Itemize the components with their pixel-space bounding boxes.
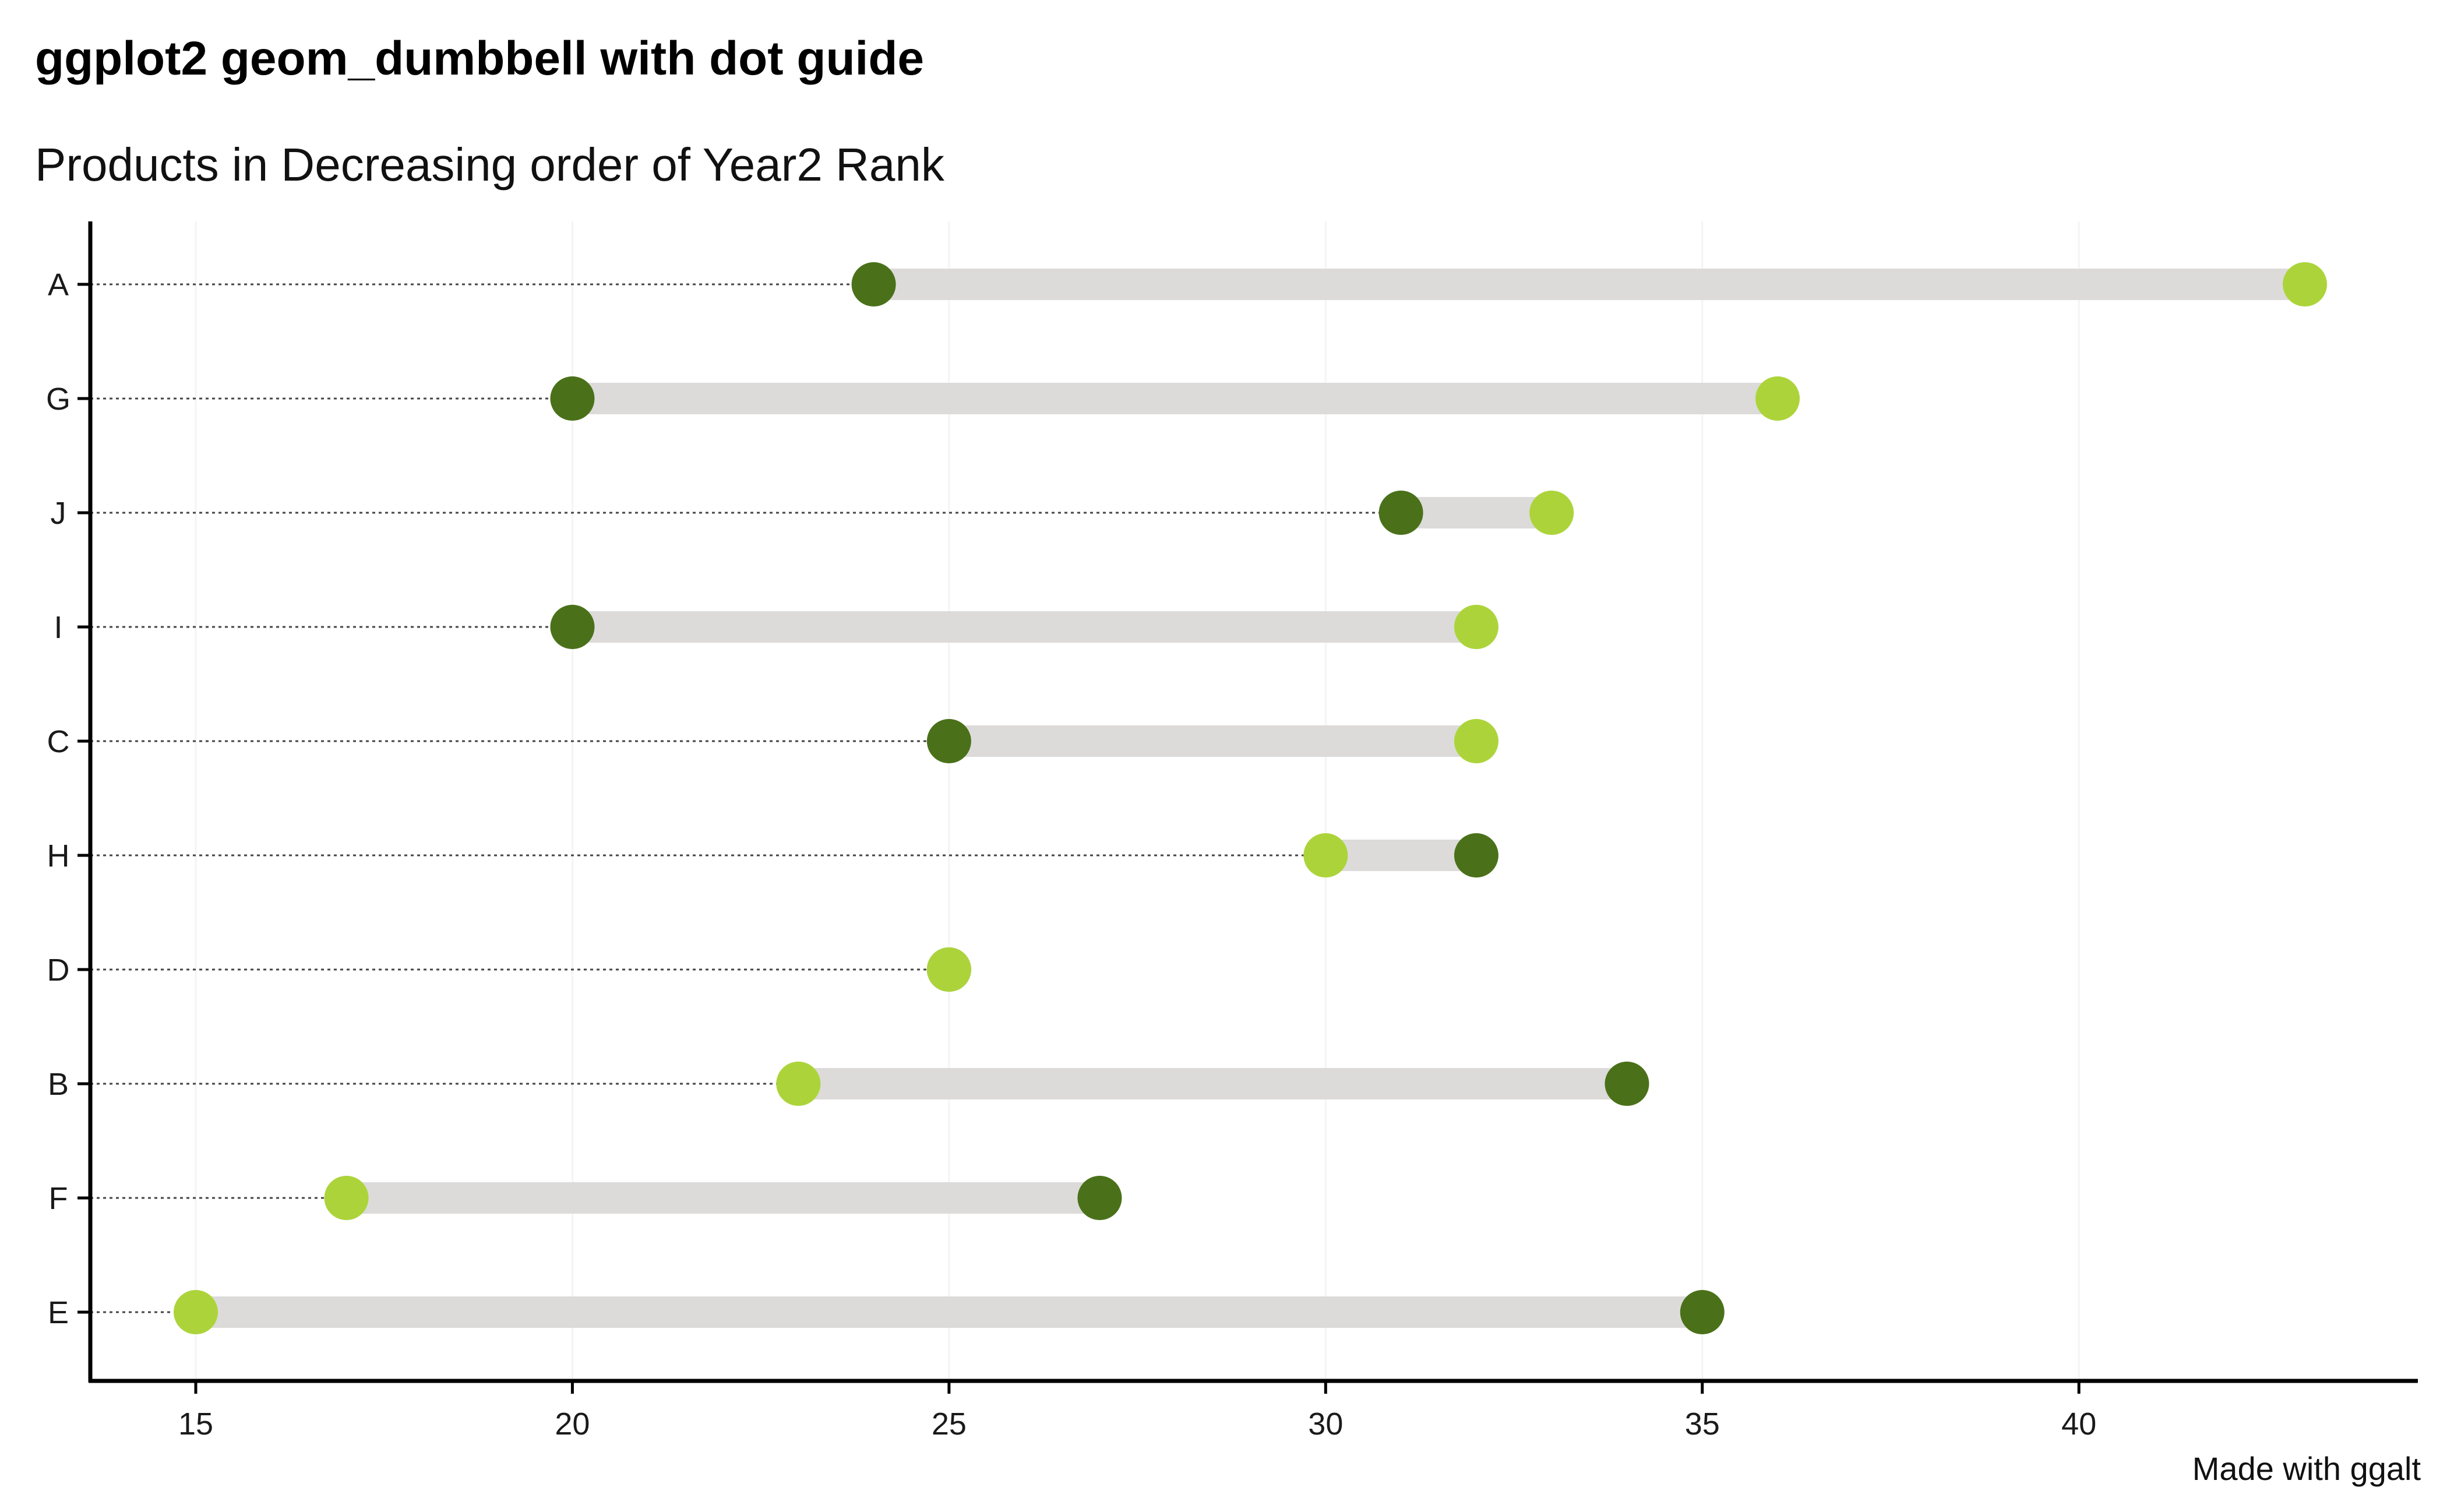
point-end-G — [1755, 376, 1800, 421]
point-start-A — [851, 262, 896, 306]
y-tick-label-H: H — [47, 838, 70, 873]
point-end-A — [2283, 262, 2328, 306]
point-start-G — [550, 376, 595, 421]
point-start-I — [550, 605, 595, 649]
axis-layer: A G J I C H D B F E 15 20 25 30 35 40 — [46, 221, 2418, 1441]
point-start-F — [1077, 1176, 1122, 1220]
point-end-C — [1454, 719, 1498, 763]
point-start-B — [1605, 1062, 1649, 1106]
point-end-E — [174, 1290, 218, 1334]
point-start-J — [1378, 491, 1423, 535]
point-start-H — [1454, 833, 1498, 877]
point-end-F — [324, 1176, 369, 1220]
chart-caption: Made with ggalt — [2192, 1450, 2421, 1487]
y-tick-label-E: E — [48, 1295, 69, 1330]
y-tick-label-D: D — [47, 953, 70, 988]
y-tick-label-B: B — [48, 1067, 69, 1102]
point-end-D — [926, 947, 971, 992]
x-tick-label-25: 25 — [932, 1407, 967, 1441]
x-tick-label-40: 40 — [2061, 1407, 2096, 1441]
point-end-I — [1454, 605, 1498, 649]
x-tick-label-35: 35 — [1685, 1407, 1720, 1441]
point-start-C — [926, 719, 971, 763]
x-tick-label-15: 15 — [178, 1407, 213, 1441]
point-end-H — [1303, 833, 1348, 877]
y-tick-label-C: C — [47, 724, 70, 759]
y-tick-label-F: F — [49, 1181, 68, 1216]
y-tick-label-J: J — [51, 496, 66, 531]
x-tick-label-20: 20 — [555, 1407, 590, 1441]
dot-guide-layer — [90, 283, 1401, 1313]
point-end-B — [776, 1062, 821, 1106]
point-start-E — [1680, 1290, 1725, 1334]
dumbbell-point-layer — [174, 262, 2328, 1334]
chart-title: ggplot2 geom_dumbbell with dot guide — [35, 32, 924, 85]
chart-subtitle: Products in Decreasing order of Year2 Ra… — [35, 139, 945, 191]
y-tick-label-A: A — [48, 267, 69, 302]
point-end-J — [1529, 491, 1574, 535]
y-tick-label-I: I — [54, 610, 62, 645]
dumbbell-bar-layer — [196, 269, 2305, 1328]
y-tick-label-G: G — [46, 382, 70, 417]
x-tick-label-30: 30 — [1308, 1407, 1343, 1441]
